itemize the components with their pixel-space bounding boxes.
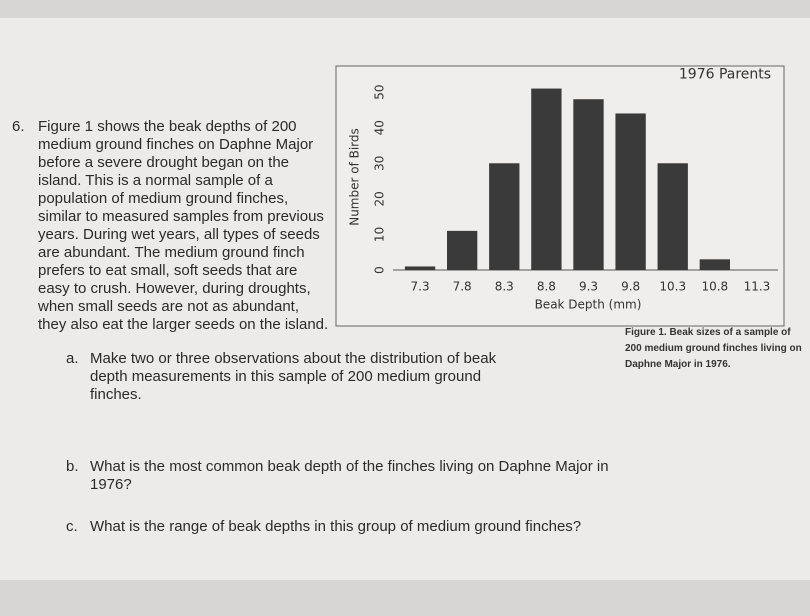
x-tick-label: 11.3	[744, 280, 771, 294]
x-axis-title: Beak Depth (mm)	[535, 298, 642, 312]
annotation: 1976 Parents	[679, 67, 771, 83]
x-tick-label: 7.3	[411, 280, 430, 294]
bar	[699, 259, 730, 270]
part-letter: a.	[66, 350, 79, 367]
y-axis-title: Number of Birds	[348, 128, 362, 226]
x-tick-label: 8.8	[537, 280, 556, 294]
bar	[404, 266, 436, 270]
y-tick-label: 10	[373, 227, 387, 242]
bar	[657, 163, 688, 270]
part-letter: b.	[66, 458, 79, 475]
y-tick-label: 30	[373, 156, 387, 171]
part-letter: c.	[66, 518, 78, 535]
y-tick-label: 0	[373, 266, 387, 274]
bar	[531, 88, 562, 270]
question-text: Figure 1 shows the beak depths of 200 me…	[38, 118, 329, 333]
question-number: 6.	[12, 118, 25, 135]
y-tick-label: 20	[373, 191, 387, 206]
part-text: What is the range of beak depths in this…	[90, 518, 582, 535]
x-tick-label: 10.8	[701, 280, 728, 294]
y-tick-label: 40	[373, 120, 387, 135]
x-tick-label: 10.3	[659, 280, 686, 294]
bar	[489, 163, 520, 270]
bar	[615, 113, 646, 270]
caption: Figure 1. Beak sizes of a sample of 200 …	[625, 327, 802, 370]
bar	[573, 99, 604, 270]
x-tick-label: 7.8	[453, 280, 472, 294]
x-tick-label: 9.8	[621, 280, 640, 294]
part-text: Make two or three observations about the…	[90, 350, 497, 403]
bar	[447, 230, 478, 270]
x-tick-label: 9.3	[579, 280, 598, 294]
y-tick-label: 50	[373, 84, 387, 99]
chart: 1976 Parents Number of Birds Beak Depth …	[335, 65, 785, 327]
part-text: What is the most common beak depth of th…	[90, 458, 609, 493]
x-tick-label: 8.3	[495, 280, 514, 294]
